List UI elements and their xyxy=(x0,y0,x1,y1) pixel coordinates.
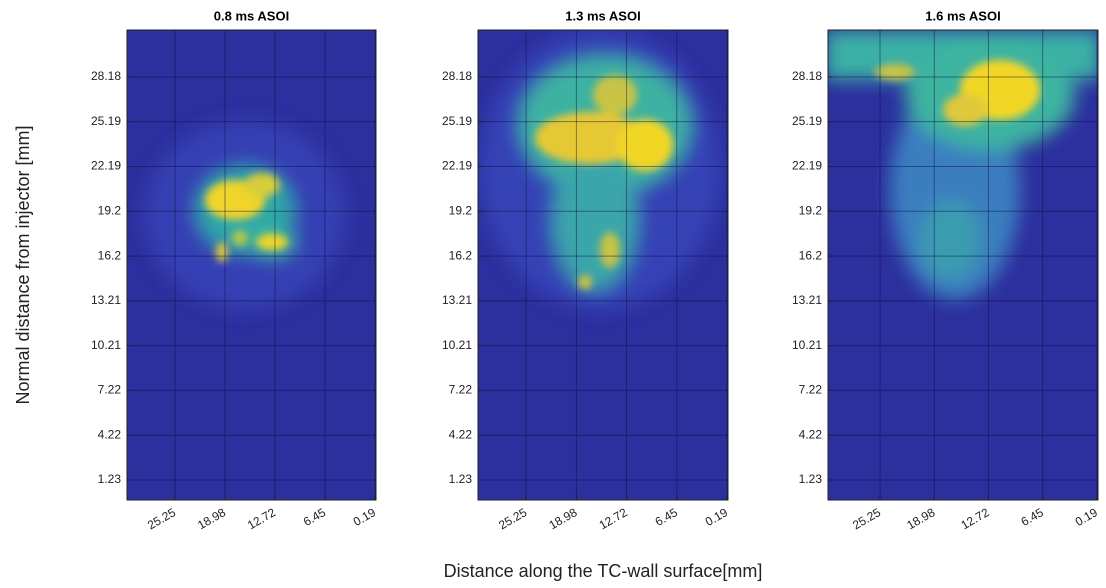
x-tick-label: 0.19 xyxy=(351,505,379,529)
y-tick-label: 1.23 xyxy=(799,472,823,486)
y-tick-label: 19.2 xyxy=(449,203,473,217)
y-tick-label: 13.21 xyxy=(792,293,822,307)
y-tick-label: 28.18 xyxy=(792,69,822,83)
y-tick-label: 28.18 xyxy=(91,69,121,83)
x-tick-label: 6.45 xyxy=(653,505,681,529)
y-tick-label: 13.21 xyxy=(91,293,121,307)
y-tick-label: 10.21 xyxy=(792,338,822,352)
y-tick-label: 1.23 xyxy=(98,472,122,486)
x-tick-label: 12.72 xyxy=(597,505,630,532)
y-tick-label: 16.2 xyxy=(449,248,473,262)
x-tick-label: 25.25 xyxy=(145,505,178,532)
x-tick-label: 0.19 xyxy=(1073,505,1101,529)
y-tick-label: 4.22 xyxy=(98,427,122,441)
y-tick-label: 1.23 xyxy=(449,472,473,486)
x-tick-label: 12.72 xyxy=(245,505,278,532)
axes-frame xyxy=(827,29,1099,501)
x-tick-label: 18.98 xyxy=(546,505,579,532)
chart-title: 1.6 ms ASOI xyxy=(925,8,1000,23)
y-axis-label: Normal distance from injector [mm] xyxy=(13,125,33,404)
x-tick-label: 25.25 xyxy=(850,505,883,532)
image-panel xyxy=(127,30,376,500)
chart-title: 0.8 ms ASOI xyxy=(214,8,289,23)
y-tick-label: 25.19 xyxy=(442,114,472,128)
y-tick-label: 16.2 xyxy=(98,248,122,262)
y-tick-label: 25.19 xyxy=(792,114,822,128)
y-tick-label: 7.22 xyxy=(98,383,122,397)
y-tick-label: 4.22 xyxy=(449,427,473,441)
axes-frame xyxy=(477,29,729,501)
y-tick-label: 25.19 xyxy=(91,114,121,128)
y-tick-label: 19.2 xyxy=(98,203,122,217)
y-tick-label: 28.18 xyxy=(442,69,472,83)
y-tick-label: 10.21 xyxy=(91,338,121,352)
y-tick-label: 13.21 xyxy=(442,293,472,307)
x-tick-label: 6.45 xyxy=(301,505,329,529)
x-tick-label: 25.25 xyxy=(496,505,529,532)
x-tick-label: 0.19 xyxy=(703,505,731,529)
x-tick-label: 12.72 xyxy=(959,505,992,532)
y-tick-label: 22.19 xyxy=(91,159,121,173)
image-panel xyxy=(828,30,1098,500)
y-tick-label: 22.19 xyxy=(792,159,822,173)
y-tick-label: 7.22 xyxy=(799,383,823,397)
image-panel xyxy=(478,30,728,500)
axes-frame xyxy=(126,29,377,501)
y-tick-label: 22.19 xyxy=(442,159,472,173)
y-tick-label: 4.22 xyxy=(799,427,823,441)
y-tick-label: 19.2 xyxy=(799,203,823,217)
y-tick-label: 16.2 xyxy=(799,248,823,262)
x-tick-label: 6.45 xyxy=(1019,505,1047,529)
x-tick-label: 18.98 xyxy=(904,505,937,532)
y-tick-label: 10.21 xyxy=(442,338,472,352)
y-tick-label: 7.22 xyxy=(449,383,473,397)
x-tick-label: 18.98 xyxy=(195,505,228,532)
chart-title: 1.3 ms ASOI xyxy=(565,8,640,23)
x-axis-label: Distance along the TC-wall surface[mm] xyxy=(444,561,763,581)
